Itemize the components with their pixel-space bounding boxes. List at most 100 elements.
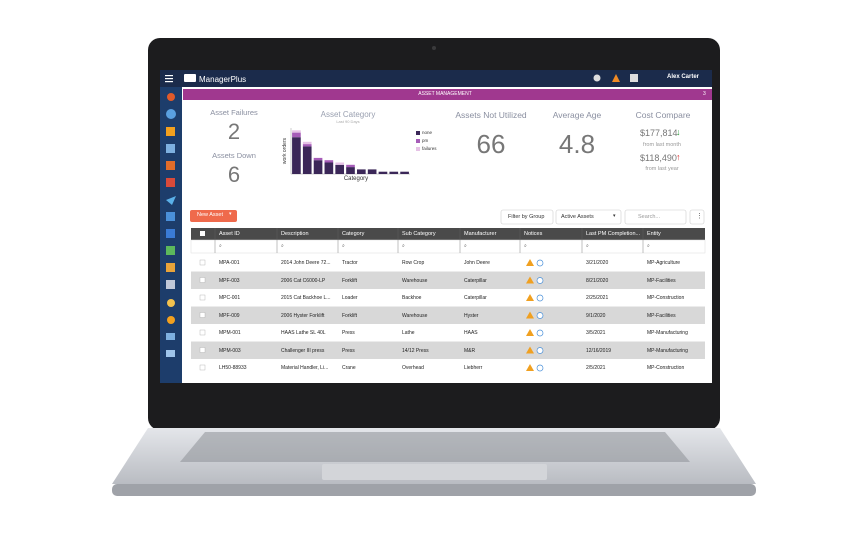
bar bbox=[346, 167, 355, 174]
select-caret[interactable]: ▾ bbox=[613, 213, 616, 219]
search-input[interactable] bbox=[624, 209, 687, 225]
column-header[interactable]: Category bbox=[342, 231, 365, 237]
row-checkbox bbox=[199, 259, 206, 266]
table-cell: HAAS bbox=[464, 330, 478, 336]
dropdown-caret[interactable]: ▾ bbox=[229, 211, 232, 217]
legend-swatch bbox=[416, 147, 420, 151]
column-header[interactable]: Last PM Completion... bbox=[586, 231, 641, 237]
chat-icon bbox=[630, 74, 638, 82]
table-row bbox=[191, 306, 705, 324]
row-checkbox bbox=[199, 347, 206, 353]
filter-icon: ⌕ bbox=[524, 243, 527, 249]
table-cell: MP-Agriculture bbox=[647, 260, 681, 266]
table-cell: MP-Facilities bbox=[647, 312, 676, 319]
top-bar bbox=[160, 70, 712, 87]
table-cell: Lathe bbox=[402, 330, 415, 336]
lip bbox=[112, 484, 756, 496]
bar bbox=[367, 169, 377, 174]
kpi-value: 6 bbox=[227, 162, 241, 187]
column-header[interactable]: Entity bbox=[647, 231, 661, 237]
legend-swatch bbox=[416, 131, 420, 135]
kpi-value: 4.8 bbox=[558, 129, 596, 159]
filter-icon: ⌕ bbox=[219, 243, 222, 249]
filter-label[interactable]: Filter by Group bbox=[508, 214, 545, 220]
table-cell: Tractor bbox=[342, 260, 358, 266]
view-select[interactable] bbox=[555, 209, 622, 225]
search-placeholder[interactable]: Search... bbox=[638, 214, 661, 220]
bar bbox=[400, 171, 409, 174]
header-checkbox bbox=[200, 231, 205, 236]
filter-icon: ⌕ bbox=[586, 243, 589, 249]
table-cell: Press bbox=[342, 347, 355, 354]
table-cell: Overhead bbox=[402, 365, 424, 371]
column-header[interactable]: Asset ID bbox=[219, 231, 240, 237]
more-icon[interactable]: ⋮ bbox=[696, 213, 703, 220]
table-row bbox=[191, 324, 705, 342]
bar bbox=[356, 169, 366, 174]
column-header[interactable]: Manufacturer bbox=[464, 231, 497, 237]
table-cell: 14/12 Press bbox=[402, 347, 429, 354]
table-rows bbox=[191, 228, 705, 377]
user-name[interactable]: Alex Carter bbox=[667, 74, 700, 80]
new-asset-label[interactable]: New Asset bbox=[197, 212, 223, 218]
notice-icon bbox=[536, 329, 544, 337]
kpi-label: Assets Down bbox=[212, 151, 256, 160]
table-cell: 2006 Cat C6000-LP bbox=[281, 277, 326, 284]
table-cell: Crane bbox=[342, 365, 356, 371]
table-cell: MP-Manufacturing bbox=[647, 330, 688, 336]
column-header[interactable]: Description bbox=[281, 231, 309, 237]
filter-icon: ⌕ bbox=[464, 243, 467, 249]
new-asset-button[interactable] bbox=[190, 210, 237, 222]
table-cell: M&R bbox=[464, 347, 476, 354]
table-cell: 9/1/2020 bbox=[586, 312, 606, 319]
table-cell: 2014 John Deere 72... bbox=[281, 260, 331, 266]
table-cell: 2/5/2021 bbox=[586, 365, 606, 371]
notice-icon bbox=[536, 294, 544, 302]
table-cell: MPM-003 bbox=[219, 347, 241, 354]
banner bbox=[183, 89, 712, 100]
notice-icon bbox=[526, 259, 534, 266]
table-cell: Forklift bbox=[342, 312, 357, 319]
table-cell: HAAS Lathe SL 40L bbox=[281, 330, 326, 336]
logo bbox=[184, 74, 196, 82]
column-header[interactable]: Notices bbox=[524, 231, 543, 237]
bar bbox=[324, 162, 334, 174]
notice-icon bbox=[536, 364, 544, 372]
cost-value: $118,490 bbox=[640, 153, 677, 163]
filter-row bbox=[190, 239, 706, 254]
view-label[interactable]: Active Assets bbox=[561, 214, 594, 220]
legend-entry: failures bbox=[422, 146, 437, 151]
table-row bbox=[191, 254, 705, 272]
keyboard bbox=[180, 432, 690, 462]
bar bbox=[313, 157, 323, 161]
table-cell: Loader bbox=[342, 295, 358, 301]
table-cell: MPF-003 bbox=[219, 277, 240, 284]
bar bbox=[302, 141, 312, 145]
legend-swatch bbox=[416, 139, 420, 143]
table-cell: Hyster bbox=[464, 312, 479, 319]
column-header[interactable]: Sub Category bbox=[402, 231, 436, 237]
table-cell: MP-Construction bbox=[647, 365, 685, 371]
table-cell: John Deere bbox=[464, 260, 490, 266]
filter-button[interactable] bbox=[500, 209, 554, 225]
cost-note: from last year bbox=[645, 166, 679, 172]
table-cell: 2/25/2021 bbox=[586, 295, 609, 301]
table-cell: Warehouse bbox=[402, 312, 428, 319]
table-cell: Caterpillar bbox=[464, 277, 487, 284]
kpi-value: 66 bbox=[476, 129, 506, 159]
table-cell: Material Handler, Li... bbox=[281, 365, 329, 371]
row-checkbox bbox=[199, 312, 206, 318]
table-cell: MPF-009 bbox=[219, 312, 240, 319]
bar bbox=[292, 132, 301, 138]
up-arrow: ↑ bbox=[676, 152, 681, 162]
more-button[interactable] bbox=[689, 209, 705, 225]
table-cell: LH50-88933 bbox=[219, 365, 247, 371]
bar bbox=[313, 160, 323, 174]
table-cell: MP-Manufacturing bbox=[647, 347, 688, 354]
chart-title: Asset Category bbox=[320, 110, 376, 119]
row-checkbox bbox=[199, 364, 206, 371]
banner-title: ASSET MANAGEMENT bbox=[418, 91, 472, 97]
table-cell: 3/5/2021 bbox=[586, 330, 606, 336]
